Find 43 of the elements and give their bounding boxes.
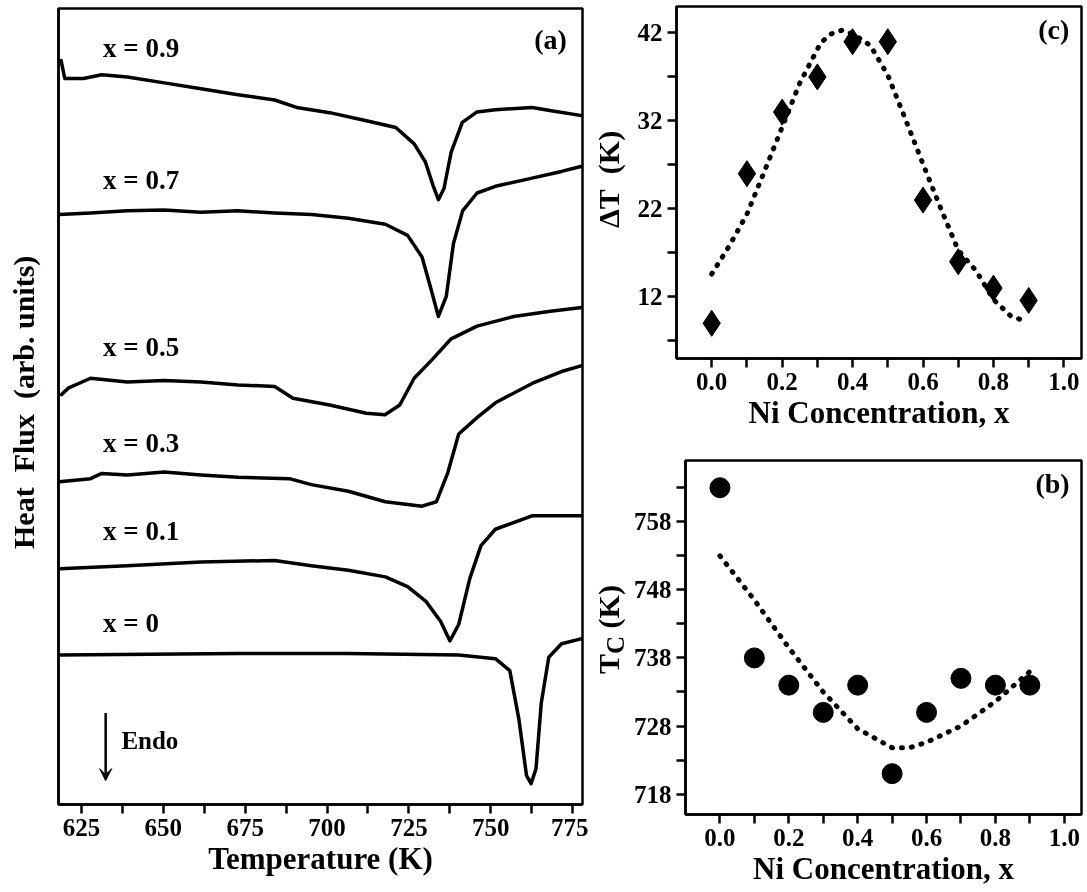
x-tick-label: 1.0	[1048, 367, 1080, 395]
series-label: x = 0.5	[103, 332, 180, 363]
x-tick-label: 0.2	[773, 823, 805, 851]
x-tick-label: 675	[226, 813, 264, 841]
series-label: x = 0.3	[103, 427, 180, 458]
x-tick-label: 0.0	[696, 367, 728, 395]
x-tick-label: 0.4	[842, 823, 874, 851]
series-label: x = 0.7	[103, 164, 180, 195]
x-tick-label: 0.6	[910, 823, 943, 851]
x-tick-label: 650	[144, 813, 183, 841]
series-label: x = 0.9	[103, 32, 180, 63]
x-tick-label: 0.0	[704, 823, 736, 851]
y-tick-label: 32	[637, 107, 663, 135]
x-tick-label: 1.0	[1048, 823, 1080, 851]
series-label: x = 0	[103, 607, 159, 638]
x-tick-label: 0.2	[766, 367, 798, 395]
y-tick-label: 718	[634, 780, 672, 808]
x-tick-label: 625	[62, 813, 101, 841]
x-axis-title: Ni Concentration, x	[753, 850, 1015, 886]
x-tick-label: 750	[472, 813, 510, 841]
x-tick-label: 0.8	[977, 367, 1010, 395]
y-tick-label: 42	[637, 19, 663, 47]
y-tick-label: 728	[634, 712, 672, 740]
x-axis-title: Ni Concentration, x	[748, 394, 1010, 430]
annotation: (b)	[1035, 467, 1070, 499]
x-tick-label: 0.8	[979, 823, 1012, 851]
y-axis-title: Heat Flux (arb. units)	[6, 254, 41, 551]
x-tick-label: 0.6	[907, 367, 939, 395]
y-axis-title: ΔT (K)	[591, 129, 626, 230]
series-label: x = 0.1	[103, 516, 180, 547]
x-axis-title: Temperature (K)	[208, 840, 433, 876]
x-tick-label: 725	[390, 813, 428, 841]
text: (a)	[534, 24, 567, 56]
y-tick-label: 748	[634, 576, 672, 604]
annotation: Endo	[121, 727, 179, 755]
x-tick-label: 700	[308, 813, 346, 841]
y-tick-label: 758	[634, 508, 672, 536]
x-tick-label: 775	[551, 813, 589, 841]
annotation: (c)	[1038, 13, 1070, 45]
y-tick-label: 12	[637, 283, 663, 311]
y-tick-label: 738	[634, 644, 672, 672]
y-tick-label: 22	[637, 195, 663, 223]
x-tick-label: 0.4	[836, 367, 869, 395]
